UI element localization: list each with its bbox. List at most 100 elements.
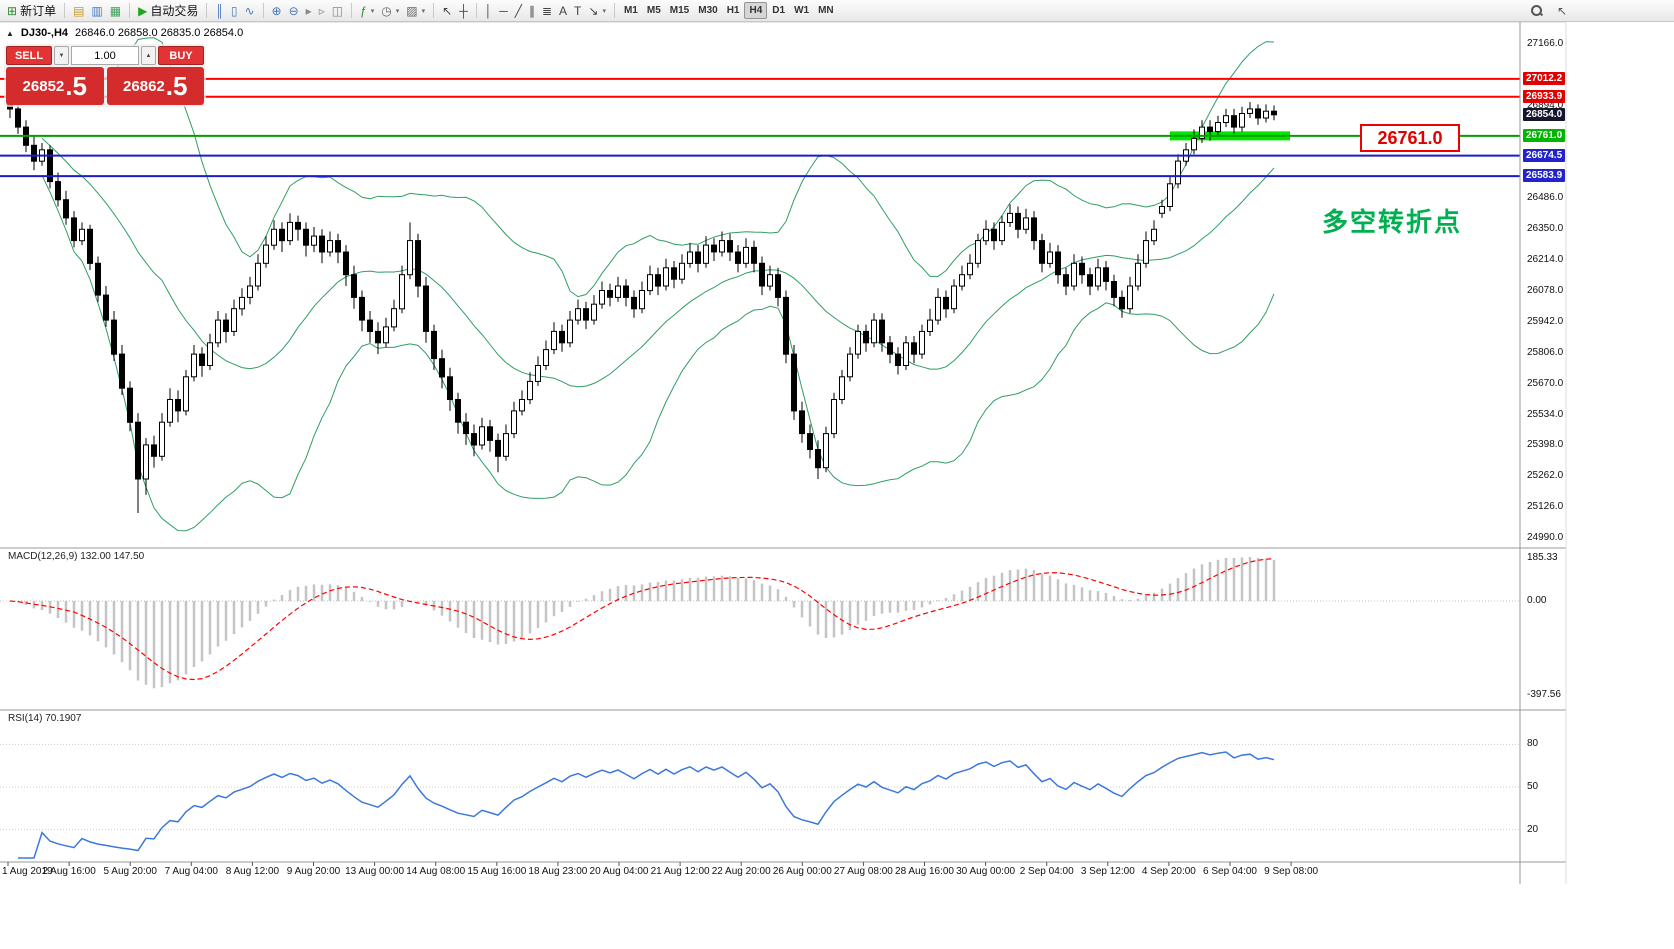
volume-decrease-button[interactable]: ▼ — [54, 46, 69, 65]
time-axis-label: 3 Sep 12:00 — [1080, 866, 1135, 877]
volume-input[interactable] — [71, 46, 139, 65]
macd-axis-label: -397.56 — [1527, 689, 1561, 700]
time-axis-label: 4 Sep 20:00 — [1141, 866, 1196, 877]
new-order-button[interactable]: ⊞ 新订单 — [4, 2, 59, 20]
time-axis-label: 1 Aug 2019 — [2, 866, 53, 877]
turning-point-annotation[interactable]: 多空转折点 — [1322, 207, 1463, 237]
auto-scroll-button[interactable]: ▸ — [303, 2, 315, 20]
time-axis-label: 5 Aug 20:00 — [103, 866, 157, 877]
data-window-icon: ▥ — [91, 3, 103, 18]
tf-m1-button[interactable]: M1 — [623, 5, 638, 16]
buy-price-panel[interactable]: 26862.5 — [106, 67, 204, 105]
price-axis-label: 26078.0 — [1527, 285, 1564, 296]
arrows-button[interactable]: ↘ ▾ — [585, 2, 609, 20]
candlestick-chart-button[interactable]: ▯ — [228, 2, 241, 20]
pointer-icon: ↖ — [1556, 3, 1567, 18]
volume-increase-button[interactable]: ▲ — [141, 46, 156, 65]
market-watch-icon: ▤ — [73, 3, 85, 18]
time-axis-label: 22 Aug 20:00 — [711, 866, 771, 877]
text-button[interactable]: A — [556, 2, 570, 20]
indicators-button[interactable]: ƒ ▾ — [357, 2, 377, 20]
tile-windows-button[interactable]: ◫ — [329, 2, 346, 20]
time-axis-label: 28 Aug 16:00 — [895, 866, 954, 877]
price-tag: 26854.0 — [1523, 107, 1566, 121]
bar-chart-icon: ║ — [215, 3, 224, 18]
vertical-line-button[interactable]: │ — [482, 2, 496, 20]
horizontal-line-button[interactable]: ─ — [496, 2, 511, 20]
tf-d1-button[interactable]: D1 — [772, 5, 786, 16]
tf-w1-button[interactable]: W1 — [794, 5, 810, 16]
toolbar-separator — [64, 3, 66, 18]
cursor-icon: ↖ — [442, 3, 453, 18]
buy-price-frac: .5 — [165, 71, 188, 101]
periods-button[interactable]: ◷ ▾ — [378, 2, 402, 20]
symbol-timeframe-label: DJ30-,H4 — [20, 27, 68, 39]
time-axis-label: 9 Sep 08:00 — [1264, 866, 1319, 877]
price-axis-label: 25534.0 — [1527, 408, 1564, 420]
trendline-button[interactable]: ╱ — [512, 2, 525, 20]
sell-price-panel[interactable]: 26852.5 — [6, 67, 104, 105]
price-annotation-box[interactable]: 26761.0 — [1360, 124, 1460, 152]
line-chart-icon: ∿ — [244, 3, 255, 18]
tf-h4-button[interactable]: H4 — [744, 2, 768, 19]
fibonacci-button[interactable]: ≣ — [539, 2, 555, 20]
templates-button[interactable]: ▨ ▾ — [403, 2, 428, 20]
tf-m15-button[interactable]: M15 — [669, 5, 690, 16]
crosshair-icon: ┼ — [459, 3, 468, 18]
autotrading-button[interactable]: ▶ 自动交易 — [135, 2, 201, 20]
rsi-axis-label: 80 — [1527, 738, 1539, 750]
sell-button[interactable]: SELL — [6, 46, 52, 65]
toolbar-separator — [433, 3, 435, 18]
price-axis-label: 27166.0 — [1527, 38, 1564, 49]
line-chart-button[interactable]: ∿ — [241, 2, 257, 20]
price-tag: 27012.2 — [1523, 71, 1566, 85]
dropdown-arrow-icon: ▾ — [421, 7, 426, 15]
macd-indicator-label: MACD(12,26,9) 132.00 147.50 — [8, 551, 145, 562]
macd-axis-label: 185.33 — [1527, 552, 1558, 563]
crosshair-button[interactable]: ┼ — [456, 2, 471, 20]
time-axis-label: 6 Sep 04:00 — [1203, 866, 1257, 877]
indicators-icon: ƒ — [360, 3, 367, 18]
price-axis-label: 25398.0 — [1527, 439, 1564, 451]
sell-price-main: 26852 — [22, 77, 65, 95]
tf-h1-button[interactable]: H1 — [726, 5, 740, 16]
search-button[interactable] — [1527, 2, 1546, 20]
navigator-button[interactable]: ▦ — [107, 2, 124, 20]
price-axis-label: 25942.0 — [1527, 315, 1564, 327]
channel-button[interactable]: ∥ — [526, 2, 538, 20]
time-axis-label: 2 Aug 16:00 — [42, 866, 96, 877]
dropdown-arrow-icon: ▾ — [370, 7, 375, 15]
zoom-out-button[interactable]: ⊖ — [286, 2, 302, 20]
bar-chart-button[interactable]: ║ — [212, 2, 227, 20]
zoom-in-button[interactable]: ⊕ — [269, 2, 285, 20]
ohlc-values: 26846.0 26858.0 26835.0 26854.0 — [75, 27, 244, 39]
collapse-trade-panel-icon[interactable]: ▲ — [6, 28, 14, 38]
tf-m5-button[interactable]: M5 — [646, 5, 661, 16]
chart-shift-button[interactable]: ▹ — [316, 2, 328, 20]
text-icon: A — [559, 3, 568, 18]
market-watch-button[interactable]: ▤ — [70, 2, 87, 20]
time-axis-label: 14 Aug 08:00 — [406, 866, 466, 877]
data-window-button[interactable]: ▥ — [88, 2, 105, 20]
trade-panel-controls: SELL ▼ ▲ BUY — [6, 46, 204, 65]
pointer-button[interactable]: ↖ — [1554, 2, 1570, 20]
time-axis-label: 8 Aug 12:00 — [225, 866, 280, 877]
time-scale[interactable]: 1 Aug 2019 2 Aug 16:00 5 Aug 20:00 7 Aug 04… — [0, 866, 1520, 882]
tf-mn-button[interactable]: MN — [818, 5, 834, 16]
text-label-icon: T — [574, 3, 582, 18]
cursor-button[interactable]: ↖ — [439, 2, 455, 20]
candlestick-chart-icon: ▯ — [230, 3, 238, 18]
auto-scroll-icon: ▸ — [305, 3, 312, 18]
toolbar-separator — [262, 3, 264, 18]
tf-m30-button[interactable]: M30 — [698, 5, 718, 16]
text-label-button[interactable]: T — [571, 2, 584, 20]
one-click-trading-panel: SELL ▼ ▲ BUY 26852.5 26862.5 — [4, 44, 206, 107]
rsi-indicator-label: RSI(14) 70.1907 — [8, 713, 82, 724]
time-axis-label: 30 Aug 00:00 — [956, 866, 1016, 877]
buy-button[interactable]: BUY — [158, 46, 204, 65]
price-scale[interactable]: 27166.0 26894.0 26486.0 26350.0 26214.0 26078… — [1520, 0, 1674, 949]
zoom-in-icon: ⊕ — [271, 3, 282, 18]
